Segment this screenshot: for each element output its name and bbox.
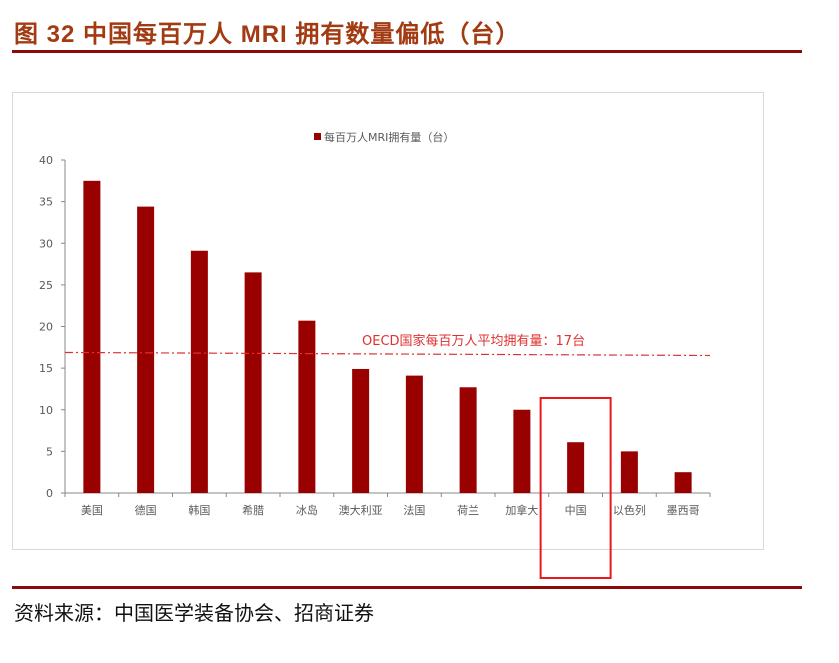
- y-tick-label: 30: [39, 237, 53, 250]
- y-tick-label: 15: [39, 362, 53, 375]
- x-tick-label: 澳大利亚: [339, 503, 383, 517]
- y-tick-label: 10: [39, 404, 53, 417]
- x-tick-label: 以色列: [613, 503, 646, 517]
- oecd-average-label: OECD国家每百万人平均拥有量：17台: [362, 333, 585, 349]
- x-tick-label: 法国: [403, 503, 425, 517]
- x-tick-label: 荷兰: [457, 504, 479, 517]
- source-note: 资料来源：中国医学装备协会、招商证券: [14, 601, 374, 625]
- bar-希腊: [244, 272, 262, 493]
- x-tick-label: 墨西哥: [667, 504, 700, 517]
- y-tick-label: 25: [39, 279, 53, 292]
- bar-澳大利亚: [352, 368, 370, 493]
- x-tick-label: 冰岛: [296, 503, 318, 517]
- x-tick-label: 中国: [565, 504, 587, 517]
- bar-法国: [405, 375, 423, 493]
- y-tick-label: 5: [46, 445, 53, 458]
- bar-中国: [567, 442, 585, 493]
- highlight-box: [539, 397, 612, 579]
- figure-title: 图 32 中国每百万人 MRI 拥有数量偏低（台）: [14, 21, 521, 48]
- oecd-average-line: [64, 351, 711, 357]
- x-tick-label: 德国: [135, 503, 157, 517]
- legend-label: 每百万人MRI拥有量（台）: [324, 130, 454, 144]
- bar-美国: [83, 180, 101, 493]
- bar-德国: [137, 206, 155, 493]
- bar-冰岛: [298, 320, 316, 493]
- bar-墨西哥: [674, 472, 692, 493]
- bar-荷兰: [459, 387, 477, 493]
- chart-frame: [12, 92, 764, 550]
- bar-韩国: [190, 250, 208, 493]
- y-tick-label: 35: [39, 196, 53, 209]
- title-divider: [12, 50, 802, 53]
- x-tick-label: 美国: [81, 504, 103, 517]
- source-divider: [12, 586, 802, 589]
- bar-以色列: [620, 451, 638, 493]
- y-tick-label: 20: [39, 321, 53, 334]
- bar-加拿大: [513, 409, 531, 493]
- x-tick-label: 韩国: [188, 503, 210, 517]
- legend-swatch: [314, 133, 321, 140]
- y-tick-label: 40: [39, 154, 53, 167]
- y-tick-label: 0: [46, 487, 53, 500]
- x-tick-label: 希腊: [242, 503, 264, 517]
- x-tick-label: 加拿大: [505, 503, 538, 517]
